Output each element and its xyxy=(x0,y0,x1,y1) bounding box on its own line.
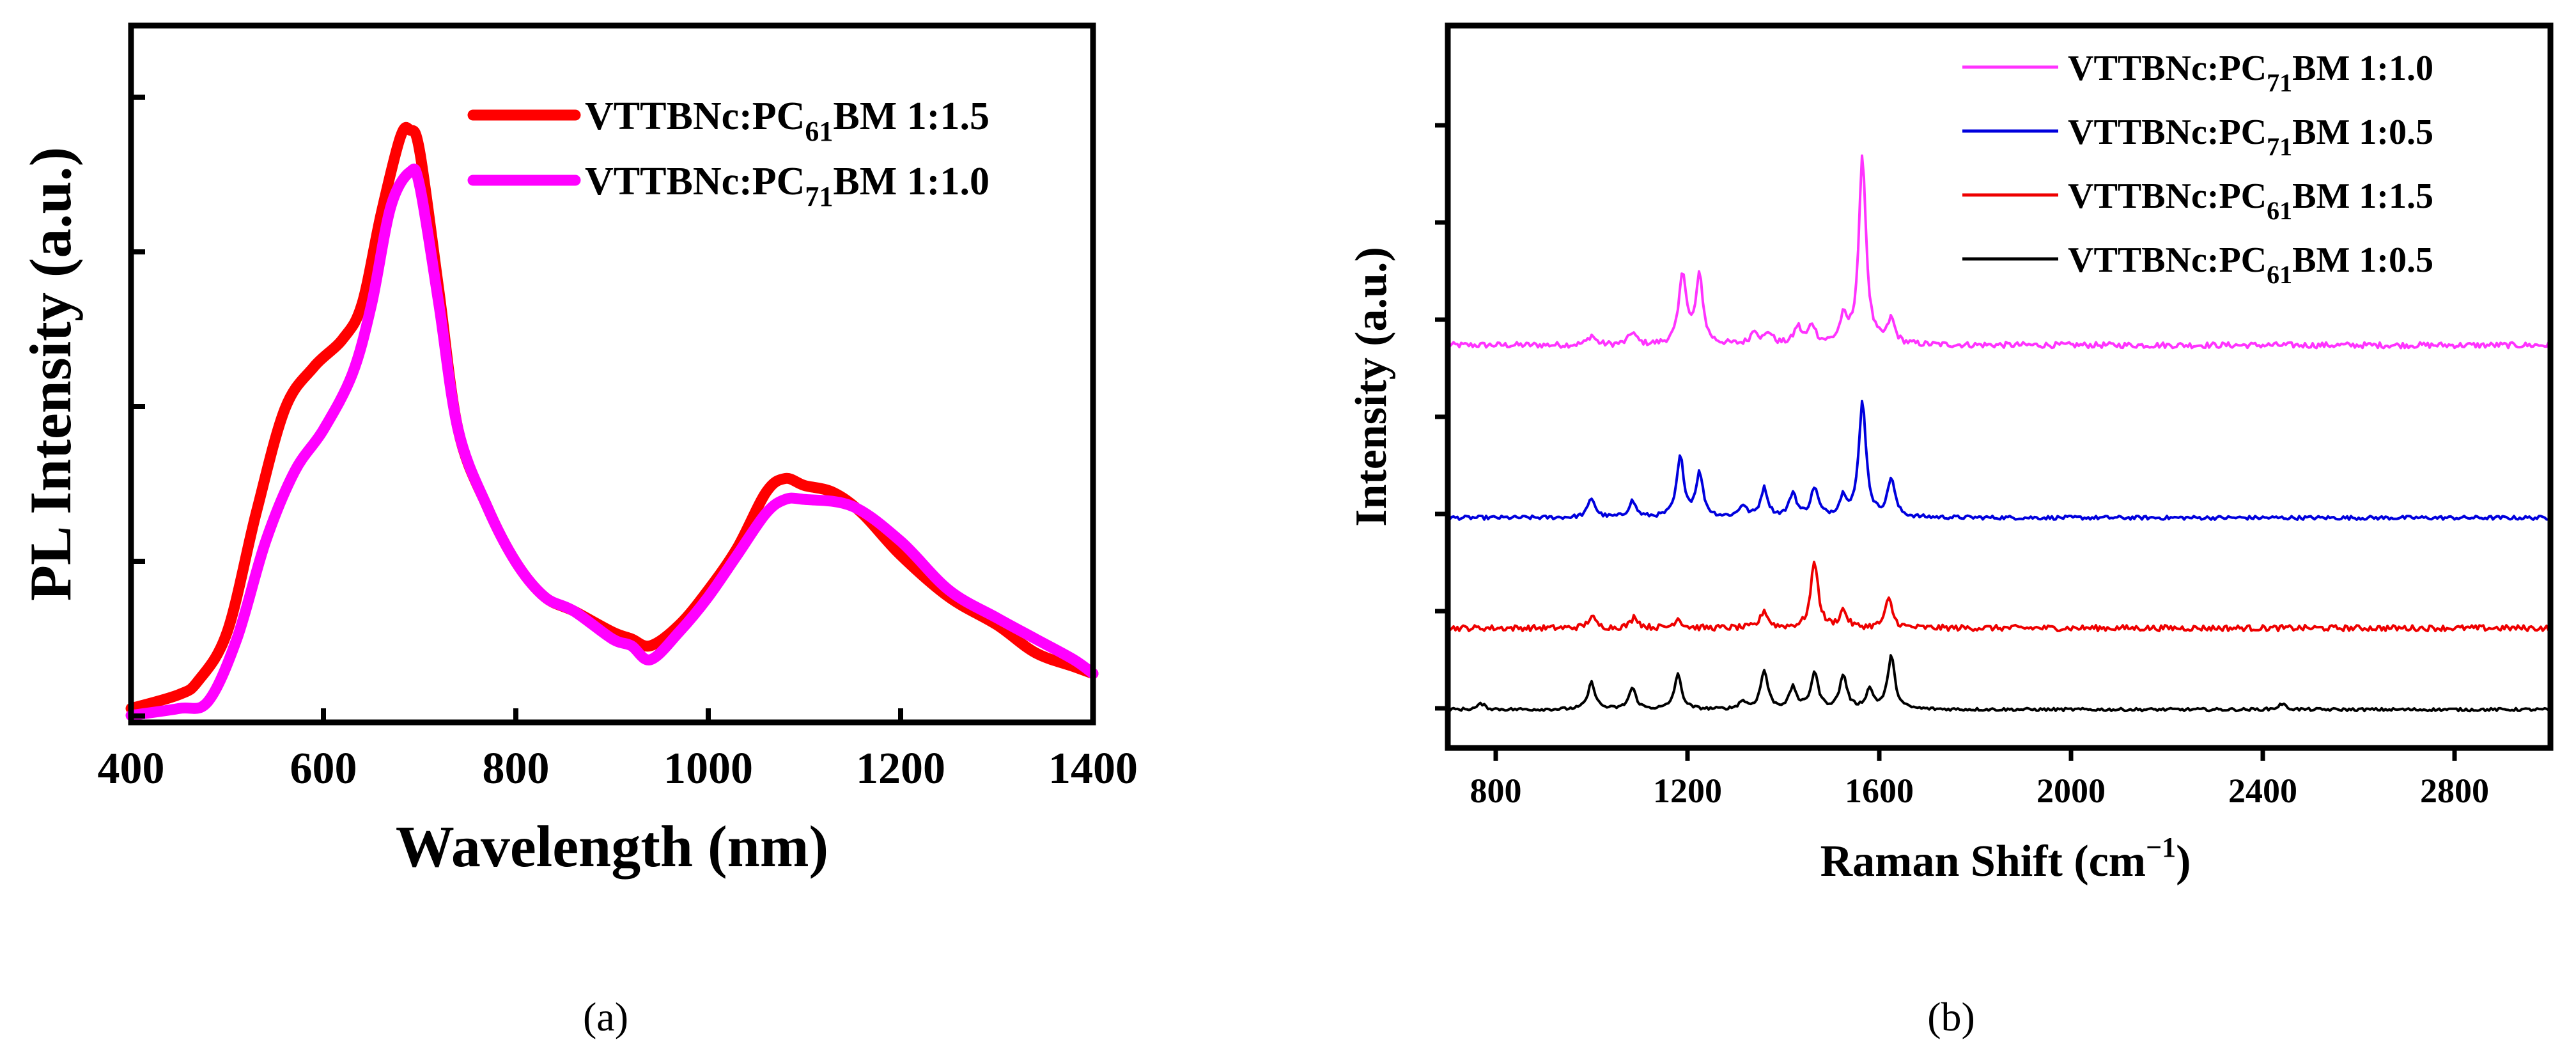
panel-a-x-tick-label: 400 xyxy=(98,744,165,793)
panel-b-series xyxy=(1447,154,2552,713)
panel-b-legend-label-1: VTTBNc:PC71BM 1:0.5 xyxy=(2068,113,2433,161)
panel-b-legend-label-0: VTTBNc:PC71BM 1:1.0 xyxy=(2068,49,2433,97)
panel-b-x-tick-label: 2400 xyxy=(2228,772,2297,810)
panel-a-x-tick-label: 1000 xyxy=(663,744,753,793)
panel-a-caption: (a) xyxy=(583,994,628,1039)
panel-a-x-tick-label: 800 xyxy=(483,744,550,793)
panel-a-legend: VTTBNc:PC61BM 1:1.5 VTTBNc:PC71BM 1:1.0 xyxy=(467,95,989,212)
panel-a-series xyxy=(125,121,1099,721)
panel-a-x-tick-label: 1200 xyxy=(856,744,945,793)
panel-b-series-line-1 xyxy=(1447,400,2550,521)
panel-b-x-tick-label: 800 xyxy=(1470,772,1522,810)
panel-a-plot: 400 600 800 1000 1200 1400 VTTBNc:PC61BM 1:1.… xyxy=(18,22,1138,1039)
panel-b-axes-frame xyxy=(1445,22,2554,751)
panel-a-ticks: 400 600 800 1000 1200 1400 xyxy=(98,95,1138,793)
panel-b-x-tick-label: 1600 xyxy=(1845,772,1914,810)
panel-b-legend: VTTBNc:PC71BM 1:1.0 VTTBNc:PC71BM 1:0.5 VT… xyxy=(1962,49,2433,289)
panel-b-caption: (b) xyxy=(1927,994,1975,1039)
panel-a-y-axis-title: PL Intensity (a.u.) xyxy=(18,147,83,602)
panel-b-x-tick-label: 2800 xyxy=(2420,772,2489,810)
panel-a-x-tick-label: 1400 xyxy=(1048,744,1138,793)
panel-a-series-line-0 xyxy=(125,121,1099,714)
panel-b-series-line-0 xyxy=(1447,154,2552,350)
panel-a-axes-frame xyxy=(128,22,1096,726)
panel-b-x-tick-label: 1200 xyxy=(1653,772,1722,810)
panel-b-plot: 800 1200 1600 2000 2400 2800 VTTBNc:PC71BM 1:… xyxy=(1347,22,2554,1039)
panel-a-legend-label-0: VTTBNc:PC61BM 1:1.5 xyxy=(585,95,989,147)
panel-b-legend-label-2: VTTBNc:PC61BM 1:1.5 xyxy=(2068,176,2433,225)
panel-b-legend-label-3: VTTBNc:PC61BM 1:0.5 xyxy=(2068,240,2433,289)
panel-a-series-line-1 xyxy=(125,163,1099,721)
panel-a-x-tick-label: 600 xyxy=(290,744,357,793)
panel-b-series-line-3 xyxy=(1447,654,2552,713)
panel-b-y-axis-title: Intensity (a.u.) xyxy=(1347,247,1396,527)
panel-b-x-tick-label: 2000 xyxy=(2037,772,2106,810)
panel-b-series-line-2 xyxy=(1447,561,2552,632)
panel-a-legend-label-1: VTTBNc:PC71BM 1:1.0 xyxy=(585,160,989,212)
panel-b-x-axis-title: Raman Shift (cm−1) xyxy=(1820,832,2191,886)
panel-b-ticks: 800 1200 1600 2000 2400 2800 xyxy=(1435,123,2489,810)
panel-a-x-axis-title: Wavelength (nm) xyxy=(396,814,828,879)
